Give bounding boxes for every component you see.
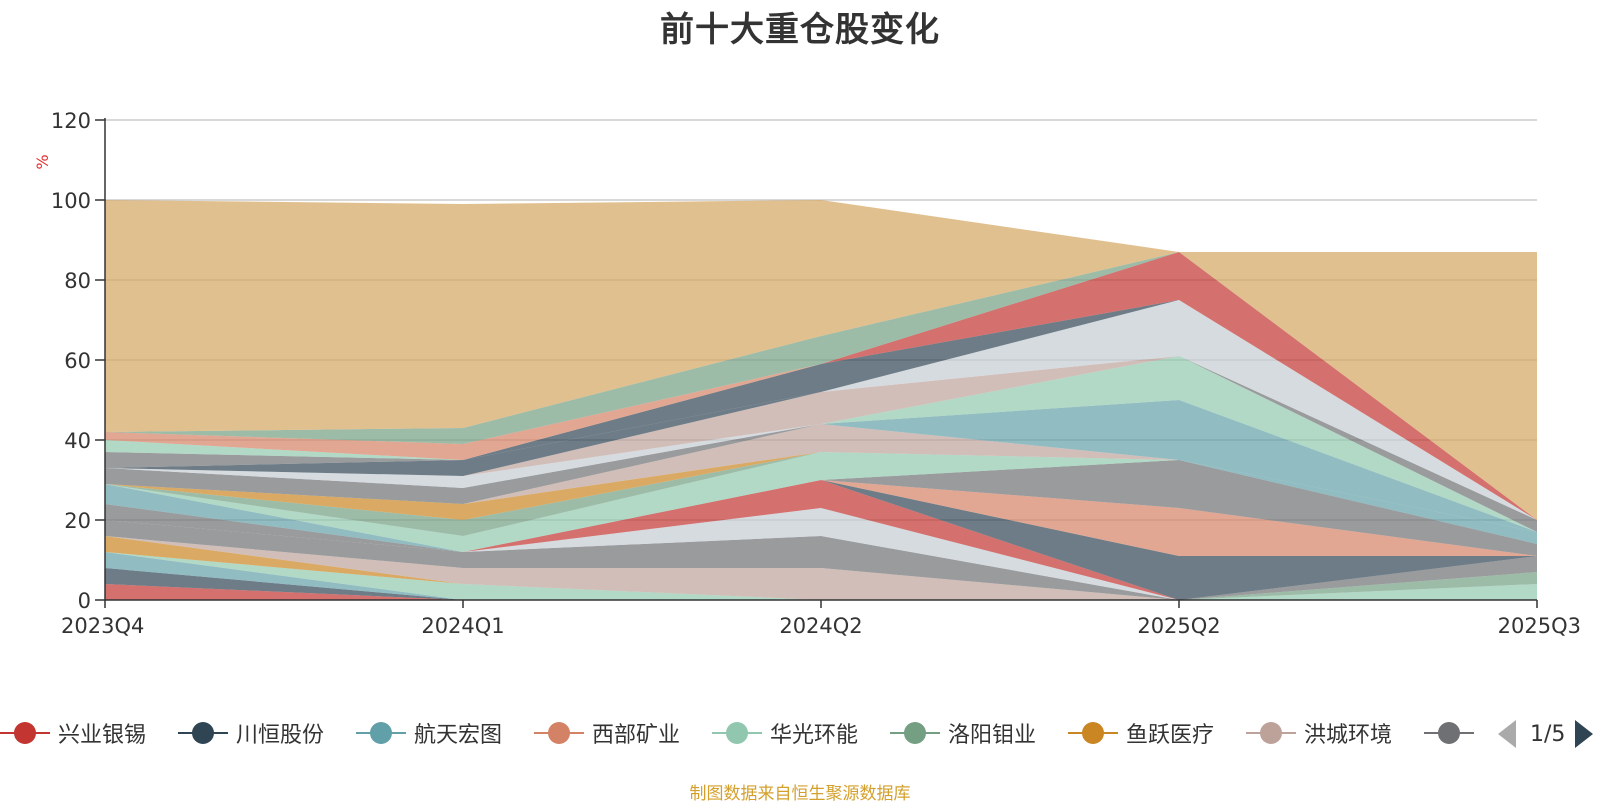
legend: 兴业银锡 川恒股份 航天宏图 西部矿业 华光环能 洛阳钼业 鱼跃医疗 洪城环境 民生银行 [0, 716, 1482, 750]
y-axis-label: % [33, 154, 52, 169]
x-tick-label: 2023Q4 [61, 614, 144, 638]
legend-item[interactable]: 鱼跃医疗 [1068, 716, 1214, 750]
legend-label: 洛阳钼业 [948, 723, 1037, 748]
y-tick-label: 80 [64, 269, 91, 293]
area-series-14[interactable]: 长江电力 [105, 460, 1537, 556]
area-series-1[interactable]: 兴业银锡 [105, 584, 1537, 600]
x-tick-label: 2024Q2 [779, 614, 862, 638]
chart-title: 前十大重仓股变化 [660, 10, 940, 50]
legend-marker-icon [0, 721, 50, 745]
y-tick-label: 20 [64, 509, 91, 533]
area-series-12[interactable]: 云铝股份 [105, 480, 1537, 600]
legend-label: 鱼跃医疗 [1126, 723, 1215, 748]
y-tick-label: 0 [78, 589, 91, 613]
chart-plot: 兴业银锡川恒股份航天宏图西部矿业华光环能洛阳钼业鱼跃医疗洪城环境民生银行中国海油… [33, 109, 1581, 638]
legend-marker-icon [1246, 721, 1296, 745]
legend-label: 华光环能 [770, 723, 859, 748]
y-tick-label: 60 [64, 349, 91, 373]
area-series-5[interactable]: 华光环能 [105, 552, 1537, 600]
legend-marker-icon [534, 721, 584, 745]
y-tick-label: 120 [51, 109, 91, 133]
area-series-22[interactable]: 宁德时代 [105, 356, 1537, 532]
area-series-16[interactable]: 建设银行 [105, 452, 1537, 552]
legend-marker-icon [356, 721, 406, 745]
legend-label: 洪城环境 [1304, 723, 1393, 748]
x-tick-label: 2025Q2 [1137, 614, 1220, 638]
area-series-layer: 兴业银锡川恒股份航天宏图西部矿业华光环能洛阳钼业鱼跃医疗洪城环境民生银行中国海油… [105, 200, 1537, 600]
x-tick-label: 2024Q1 [421, 614, 504, 638]
area-series-34[interactable]: 美的集团 [105, 252, 1537, 520]
area-series-21[interactable]: 中国银行 [105, 400, 1537, 532]
area-series-9[interactable]: 民生银行 [105, 520, 1537, 600]
legend-page-indicator: 1/5 [1530, 721, 1566, 747]
axes: 0 20 40 60 80 100 120 2023Q4 2024Q1 2024Q2 2025Q2 2… [51, 109, 1581, 638]
legend-pager: 1/5 [1498, 716, 1594, 752]
area-series-13[interactable]: 中国神华 [105, 480, 1537, 556]
source-note: 制图数据来自恒生聚源数据库 [689, 784, 911, 804]
legend-marker-icon [1424, 721, 1474, 745]
legend-item[interactable]: 洪城环境 [1246, 716, 1392, 750]
legend-item[interactable]: 航天宏图 [356, 716, 502, 750]
legend-prev-page-icon[interactable] [1498, 720, 1516, 748]
area-series-11[interactable]: 紫金矿业 [105, 480, 1537, 600]
legend-item[interactable]: 民生银行 [1424, 716, 1482, 750]
legend-next-page-icon[interactable] [1575, 720, 1594, 748]
legend-marker-icon [712, 721, 762, 745]
area-series-25[interactable]: 山东黄金 [105, 356, 1537, 532]
legend-label: 川恒股份 [236, 723, 325, 748]
legend-item[interactable]: 川恒股份 [178, 716, 324, 750]
legend-label: 航天宏图 [414, 723, 503, 748]
legend-marker-icon [1068, 721, 1118, 745]
legend-item[interactable]: 西部矿业 [534, 716, 680, 750]
legend-item[interactable]: 华光环能 [712, 716, 858, 750]
legend-label: 西部矿业 [592, 723, 681, 748]
area-series-10[interactable]: 中国海油 [105, 508, 1537, 600]
legend-marker-icon [890, 721, 940, 745]
x-tick-label: 2025Q3 [1498, 614, 1581, 638]
area-series-30[interactable]: 万华化学 [105, 300, 1537, 520]
y-tick-label: 40 [64, 429, 91, 453]
legend-item[interactable]: 兴业银锡 [0, 716, 146, 750]
legend-marker-icon [178, 721, 228, 745]
area-series-18[interactable]: 中国移动 [105, 452, 1537, 532]
y-tick-label: 100 [51, 189, 91, 213]
legend-item[interactable]: 洛阳钼业 [890, 716, 1036, 750]
legend-label: 兴业银锡 [58, 723, 147, 748]
area-series-19[interactable]: 中国电信 [105, 424, 1537, 532]
area-series-36[interactable]: 其他 [105, 200, 1537, 520]
